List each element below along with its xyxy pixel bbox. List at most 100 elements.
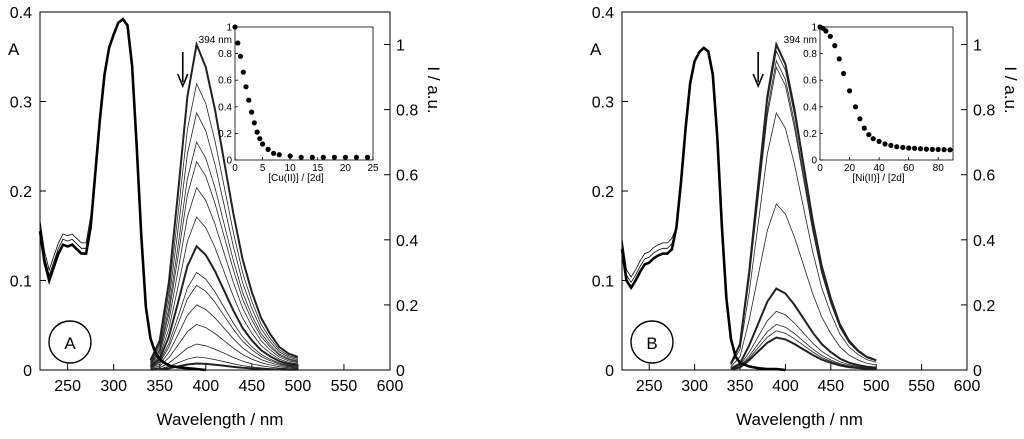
inset-data-point xyxy=(935,146,941,153)
emission-series-line xyxy=(150,216,298,366)
emission-series-line xyxy=(150,271,298,368)
panel-label-circle xyxy=(630,320,674,364)
y-left-tick-label: 0 xyxy=(23,363,32,380)
inset-data-point xyxy=(364,154,371,160)
inset-y-tick-label: 0 xyxy=(226,156,232,167)
panel-label: A xyxy=(64,334,76,353)
inset-y-tick-label: 0.4 xyxy=(803,102,817,113)
inset-data-point xyxy=(251,120,257,126)
inset-data-point xyxy=(331,154,337,160)
y-left-tick-label: 0.1 xyxy=(592,274,614,291)
inset-frame xyxy=(234,26,374,161)
y-right-axis-label: I / a.u. xyxy=(1001,66,1020,113)
inset-data-point xyxy=(912,145,918,151)
inset-y-tick-label: 0.6 xyxy=(803,76,817,87)
emission-series-line xyxy=(730,111,877,366)
y-left-tick-label: 0.3 xyxy=(592,95,614,112)
inset-x-tick-label: 40 xyxy=(874,163,886,174)
absorption-series-line xyxy=(39,18,206,371)
inset-data-point xyxy=(906,145,912,151)
inset-data-point xyxy=(353,154,359,160)
inset-data-point xyxy=(941,147,947,153)
emission-series-line xyxy=(730,336,877,371)
inset-x-tick-label: 60 xyxy=(903,163,915,174)
y-right-tick-label: 0.8 xyxy=(396,103,418,120)
x-tick-label: 450 xyxy=(817,378,844,395)
inset-x-tick-label: 15 xyxy=(312,163,324,174)
inset-data-point xyxy=(237,53,244,59)
inset-y-tick-label: 0.2 xyxy=(218,129,232,140)
emission-series-line xyxy=(149,244,299,368)
inset-data-point xyxy=(823,28,829,34)
inset-x-axis-label: [Ni(II)] / [2d] xyxy=(852,173,904,184)
inset-data-point xyxy=(298,154,304,160)
inset-data-point xyxy=(847,88,853,94)
inset-data-point xyxy=(852,104,859,110)
emission-series-line xyxy=(150,304,298,369)
emission-series-line xyxy=(150,141,298,364)
inset-x-tick-label: 0 xyxy=(232,163,238,174)
inset-y-tick-label: 0 xyxy=(811,156,817,167)
inset-data-point xyxy=(827,33,833,39)
panel-b: 250 300 350 400 450 500 550 60000.10.20.30.400.… xyxy=(590,5,1020,429)
absorption-series-line xyxy=(621,47,786,371)
x-tick-label: 500 xyxy=(285,378,312,395)
inset-x-axis-label: [Cu(II)] / [2d] xyxy=(268,173,324,184)
inset-data-point xyxy=(287,153,293,159)
inset-y-tick-label: 0.8 xyxy=(218,49,232,60)
inset-data-point xyxy=(882,141,888,147)
inset-data-point xyxy=(243,84,249,90)
inset-data-point xyxy=(260,141,266,147)
inset-data-point xyxy=(276,152,282,158)
inset-data-point xyxy=(870,136,876,142)
x-tick-label: 250 xyxy=(636,378,663,395)
x-tick-label: 300 xyxy=(681,378,708,395)
x-axis-label: Wavelength / nm xyxy=(157,410,284,429)
decrease-arrow-head xyxy=(177,73,189,89)
y-right-axis-label: I / a.u. xyxy=(424,66,443,113)
y-left-tick-label: 0.1 xyxy=(10,274,32,291)
x-tick-label: 550 xyxy=(331,378,358,395)
decrease-arrow-head xyxy=(752,73,764,89)
inset-data-point xyxy=(866,132,872,138)
y-left-tick-label: 0 xyxy=(605,363,614,380)
panel-label: B xyxy=(646,334,657,353)
inset-data-point xyxy=(923,146,930,152)
emission-series-line xyxy=(150,343,298,370)
emission-series-line xyxy=(730,310,877,370)
y-right-tick-label: 0.4 xyxy=(973,233,995,250)
inset-data-point xyxy=(861,125,867,131)
inset-data-point xyxy=(342,154,348,160)
emission-series-line xyxy=(150,186,298,365)
emission-series-line xyxy=(730,323,877,370)
y-right-tick-label: 0 xyxy=(396,363,405,380)
inset-data-point xyxy=(265,146,271,152)
inset-data-point xyxy=(240,69,246,75)
inset-data-point xyxy=(836,56,842,62)
x-tick-label: 300 xyxy=(100,378,127,395)
inset-data-point xyxy=(271,150,277,156)
inset-y-tick-label: 1 xyxy=(226,23,232,34)
x-tick-label: 600 xyxy=(377,378,404,395)
inset-x-tick-label: 5 xyxy=(260,163,266,174)
x-tick-label: 350 xyxy=(727,378,754,395)
inset-x-tick-label: 20 xyxy=(340,163,352,174)
y-left-tick-label: 0.3 xyxy=(10,95,32,112)
inset-data-point xyxy=(232,24,238,30)
inset-y-tick-label: 0.4 xyxy=(218,102,232,113)
panel-a: 250 300 350 400 450 500 550 60000.10.20.30.400.… xyxy=(8,5,443,429)
inset-data-point xyxy=(917,146,924,152)
y-right-tick-label: 1 xyxy=(973,38,982,55)
inset-data-point xyxy=(246,97,252,103)
x-tick-label: 500 xyxy=(863,378,890,395)
inset-data-point xyxy=(309,154,315,160)
emission-series-line xyxy=(150,284,298,368)
x-tick-label: 450 xyxy=(238,378,265,395)
inset-x-tick-label: 80 xyxy=(933,163,945,174)
y-right-tick-label: 0.4 xyxy=(396,233,418,250)
inset-x-tick-label: 25 xyxy=(367,163,379,174)
inset-x-tick-label: 0 xyxy=(817,163,823,174)
inset-frame xyxy=(819,26,954,161)
absorption-series-line xyxy=(39,18,206,371)
